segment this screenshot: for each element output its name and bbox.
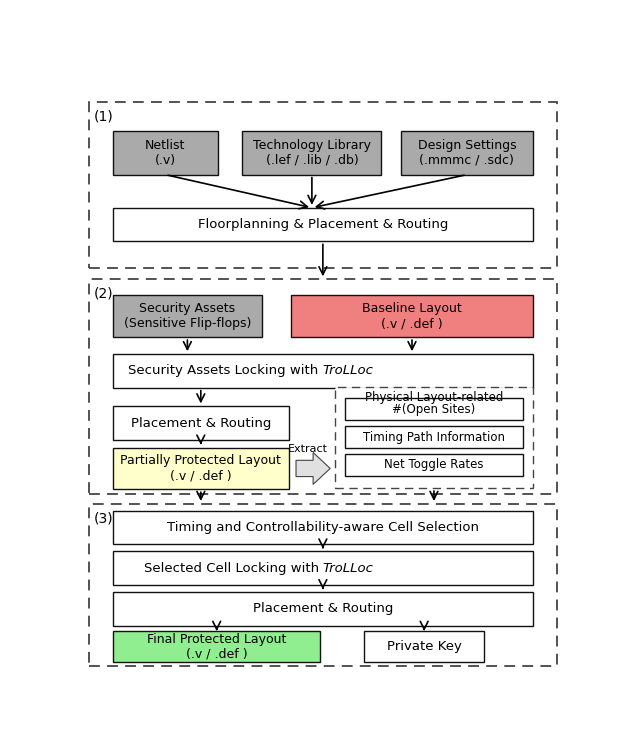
Bar	[345, 426, 523, 448]
Bar	[291, 296, 533, 337]
Text: Physical Layout-related: Physical Layout-related	[365, 391, 503, 403]
Text: (1): (1)	[93, 109, 113, 123]
Text: Security Assets Locking with TroLLoc: Security Assets Locking with TroLLoc	[201, 364, 445, 378]
Text: Net Toggle Rates: Net Toggle Rates	[384, 458, 484, 471]
Bar	[113, 208, 533, 241]
Bar	[113, 510, 533, 544]
Bar	[113, 631, 321, 662]
Text: TroLLoc: TroLLoc	[323, 364, 374, 378]
Bar	[335, 387, 533, 488]
Bar	[401, 131, 533, 175]
Text: Design Settings
(.mmmc / .sdc): Design Settings (.mmmc / .sdc)	[418, 139, 516, 167]
Text: Selected Cell Locking with: Selected Cell Locking with	[144, 562, 323, 575]
Text: Netlist
(.v): Netlist (.v)	[146, 139, 186, 167]
Text: #(Open Sites): #(Open Sites)	[392, 403, 476, 415]
Text: Final Protected Layout
(.v / .def ): Final Protected Layout (.v / .def )	[147, 633, 287, 661]
Bar	[113, 354, 533, 388]
Bar	[113, 296, 262, 337]
Text: Security Assets
(Sensitive Flip-flops): Security Assets (Sensitive Flip-flops)	[123, 302, 251, 330]
Text: (3): (3)	[93, 511, 113, 526]
Text: Timing Path Information: Timing Path Information	[363, 431, 505, 443]
Bar	[113, 592, 533, 626]
Bar	[88, 279, 558, 494]
Bar	[345, 398, 523, 420]
Text: Floorplanning & Placement & Routing: Floorplanning & Placement & Routing	[198, 218, 448, 231]
Polygon shape	[296, 452, 330, 484]
Text: Partially Protected Layout
(.v / .def ): Partially Protected Layout (.v / .def )	[120, 455, 281, 483]
Bar	[88, 102, 558, 268]
Bar	[88, 504, 558, 667]
Text: Extract: Extract	[289, 444, 328, 454]
Text: Baseline Layout
(.v / .def ): Baseline Layout (.v / .def )	[362, 302, 462, 330]
Bar	[113, 448, 289, 489]
Text: Technology Library
(.lef / .lib / .db): Technology Library (.lef / .lib / .db)	[253, 139, 371, 167]
Text: Security Assets Locking with: Security Assets Locking with	[129, 364, 323, 378]
Bar	[113, 406, 289, 440]
Bar	[243, 131, 381, 175]
Bar	[364, 631, 484, 662]
Text: Placement & Routing: Placement & Routing	[253, 602, 393, 615]
Bar	[345, 454, 523, 476]
Text: Placement & Routing: Placement & Routing	[130, 417, 271, 430]
Text: Timing and Controllability-aware Cell Selection: Timing and Controllability-aware Cell Se…	[167, 521, 479, 534]
Text: Private Key: Private Key	[387, 640, 462, 653]
Text: (2): (2)	[93, 287, 113, 301]
Bar	[113, 131, 218, 175]
Bar	[113, 551, 533, 585]
Text: TroLLoc: TroLLoc	[323, 562, 374, 575]
